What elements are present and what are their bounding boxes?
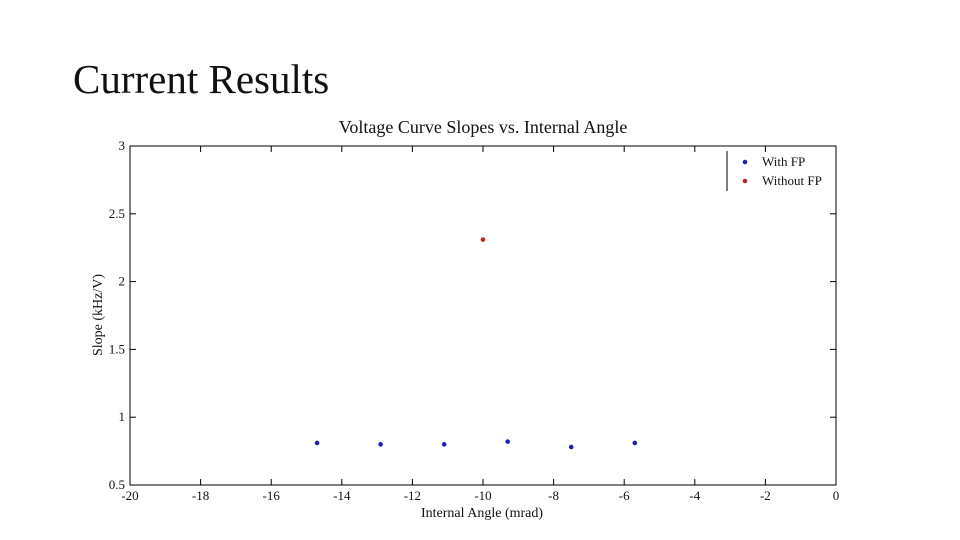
x-tick-label: -16 xyxy=(263,488,281,503)
x-tick-label: 0 xyxy=(833,488,840,503)
data-point xyxy=(441,442,447,447)
x-tick-label: -12 xyxy=(404,488,421,503)
data-point xyxy=(480,237,486,242)
legend-label: Without FP xyxy=(762,173,822,188)
x-tick-label: -2 xyxy=(760,488,771,503)
legend-marker xyxy=(742,159,748,165)
data-point xyxy=(505,439,511,444)
data-point xyxy=(314,440,320,446)
axis-ticks xyxy=(129,145,837,486)
x-axis-label: Internal Angle (mrad) xyxy=(421,506,543,521)
data-points xyxy=(314,237,638,450)
axis-tick-labels: -20 -18 -16 -14 -12 -10 -8 -6 -4 -2 00.511.522.53 xyxy=(109,138,840,503)
x-tick-label: -20 xyxy=(121,488,138,503)
slide-title: Current Results xyxy=(73,56,330,102)
data-point xyxy=(632,440,638,446)
x-tick-label: -8 xyxy=(548,488,559,503)
x-tick-label: -14 xyxy=(333,488,351,503)
x-tick-label: -6 xyxy=(619,488,630,503)
y-tick-label: 3 xyxy=(119,138,126,153)
x-tick-label: -18 xyxy=(192,488,209,503)
y-tick-label: 0.5 xyxy=(109,477,125,492)
chart-title: Voltage Curve Slopes vs. Internal Angle xyxy=(339,117,628,137)
y-tick-label: 1.5 xyxy=(109,341,125,356)
legend-label: With FP xyxy=(762,154,805,169)
legend: With FP Without FP xyxy=(726,151,822,191)
x-tick-label: -10 xyxy=(474,488,491,503)
data-point xyxy=(378,442,383,447)
legend-marker xyxy=(742,178,748,184)
y-axis-label: Slope (kHz/V) xyxy=(91,274,106,356)
y-tick-label: 2.5 xyxy=(109,206,125,221)
y-tick-label: 2 xyxy=(119,274,126,289)
x-tick-label: -4 xyxy=(689,488,700,503)
y-tick-label: 1 xyxy=(119,409,126,424)
data-point xyxy=(568,444,574,450)
plot-frame xyxy=(129,145,837,486)
